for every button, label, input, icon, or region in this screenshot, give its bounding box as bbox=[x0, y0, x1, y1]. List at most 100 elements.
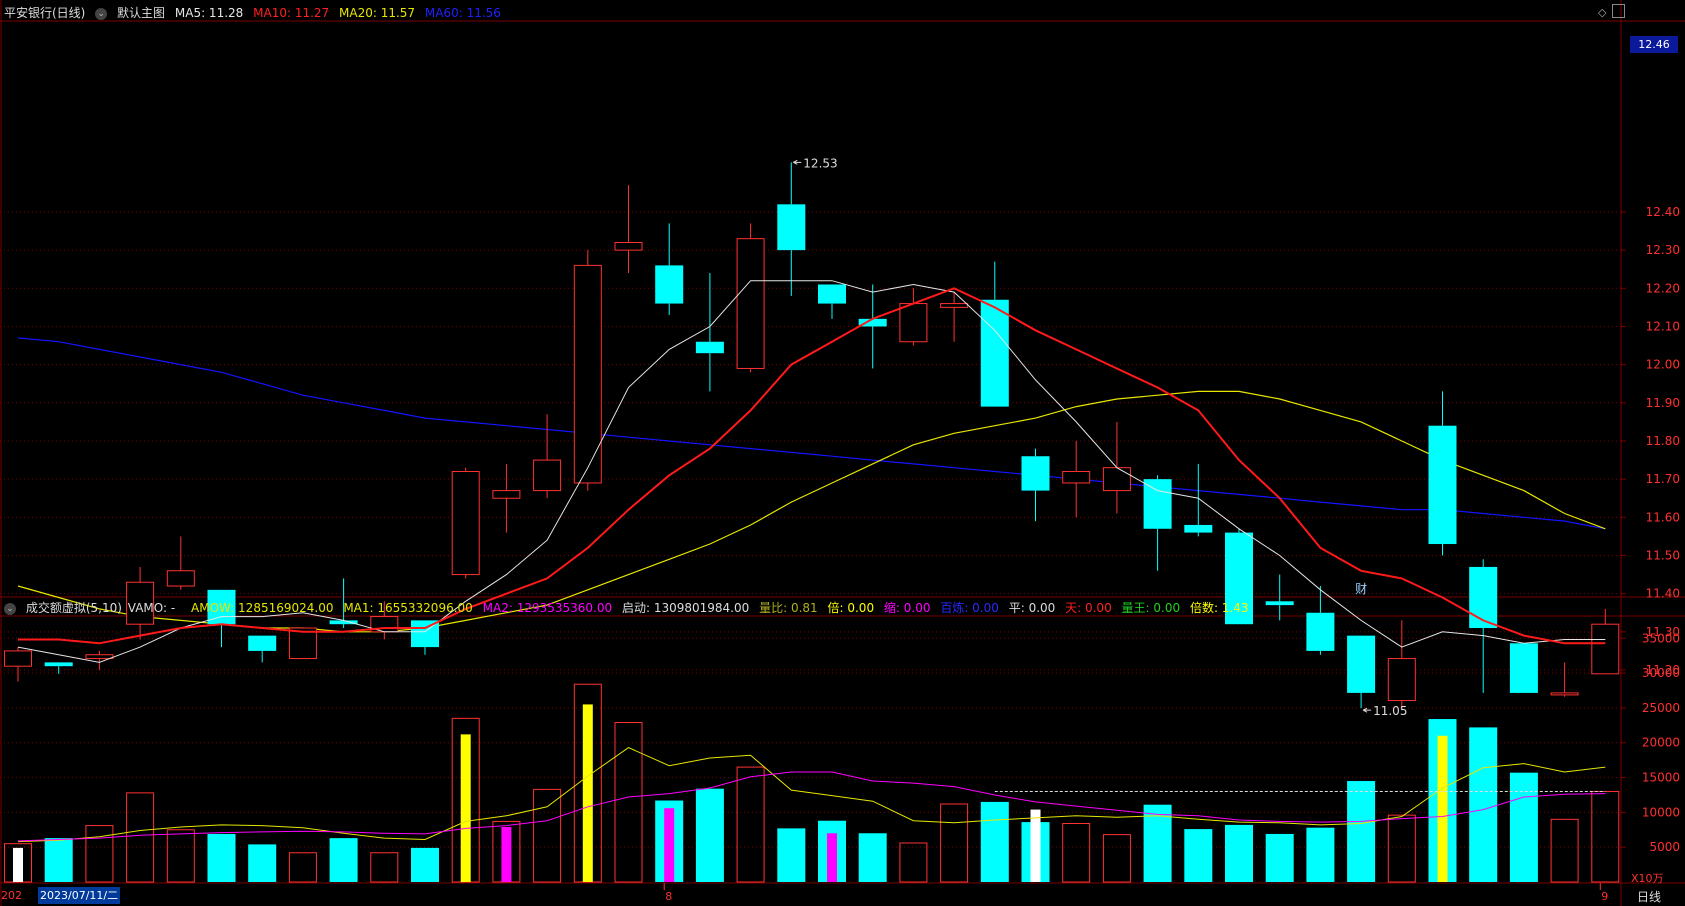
candle bbox=[655, 223, 684, 316]
window-toggle-icon[interactable] bbox=[1612, 4, 1625, 18]
candle bbox=[573, 250, 602, 491]
candle bbox=[1265, 574, 1294, 621]
volume-tick-label: 10000 bbox=[1642, 805, 1680, 819]
candle-body bbox=[818, 284, 846, 304]
ma10-line bbox=[18, 287, 1606, 645]
ma1-value: MA1: 1655332096.00 bbox=[343, 601, 473, 615]
ping-value: 平: 0.00 bbox=[1008, 601, 1056, 615]
candle-body bbox=[980, 299, 1009, 407]
chart-name[interactable]: 默认主图 bbox=[117, 6, 166, 20]
candle bbox=[207, 589, 236, 648]
volume-bar bbox=[248, 844, 277, 882]
candle-body bbox=[777, 204, 806, 251]
candle bbox=[1347, 635, 1376, 709]
period-label[interactable]: 日线 bbox=[1637, 890, 1662, 904]
volume-bar bbox=[1387, 814, 1416, 883]
volume-unit-label: X10万 bbox=[1631, 872, 1664, 885]
price-tick-label: 11.40 bbox=[1646, 587, 1680, 601]
candle bbox=[1225, 528, 1253, 625]
candle bbox=[736, 223, 765, 373]
candle-body bbox=[1306, 612, 1335, 651]
diamond-icon[interactable]: ◇ bbox=[1598, 6, 1607, 19]
candle bbox=[1387, 620, 1416, 709]
volume-bar bbox=[940, 803, 969, 883]
volume-signal-bar bbox=[1437, 735, 1448, 882]
tian-value: 天: 0.00 bbox=[1065, 601, 1112, 615]
ma2-value: MA2: 1293535360.00 bbox=[482, 601, 613, 615]
candle bbox=[451, 467, 480, 579]
max-arrow bbox=[793, 159, 802, 165]
candle-body bbox=[614, 241, 643, 251]
volume-tick-label: 35000 bbox=[1642, 631, 1680, 645]
volume-bar bbox=[126, 792, 155, 883]
candle-body bbox=[1591, 623, 1620, 675]
date-cursor-label: 2023/07/11/二 bbox=[38, 887, 121, 904]
candle-body bbox=[207, 589, 236, 625]
price-tick-label: 11.30 bbox=[1646, 625, 1680, 639]
volume-bar bbox=[1469, 727, 1498, 882]
indicator-name[interactable]: 成交额虚拟(5,10) bbox=[25, 601, 122, 615]
price-tick-label: 12.00 bbox=[1646, 358, 1680, 372]
candle bbox=[1509, 643, 1538, 693]
stock-title[interactable]: 平安银行(日线) bbox=[4, 6, 86, 20]
ma20-value: MA20: 11.57 bbox=[339, 6, 416, 20]
volume-signal-bar bbox=[664, 808, 675, 882]
price-tick-label: 12.40 bbox=[1646, 205, 1680, 219]
volume-bar bbox=[736, 766, 765, 883]
ma5-line bbox=[17, 280, 1606, 663]
candle-body bbox=[940, 303, 969, 308]
volume-bar bbox=[533, 788, 562, 883]
volume-bar bbox=[166, 829, 195, 883]
volume-signal-bar bbox=[827, 833, 837, 882]
month-label: 8 bbox=[665, 890, 672, 903]
candle bbox=[44, 662, 73, 674]
ma60-line bbox=[17, 337, 1606, 530]
volume-bar bbox=[85, 825, 114, 883]
candle-body bbox=[492, 490, 521, 499]
amow-value: AMOW: 1285169024.00 bbox=[191, 601, 334, 615]
volume-bar bbox=[614, 722, 643, 883]
candle-body bbox=[85, 654, 114, 660]
candle-body bbox=[695, 341, 724, 354]
price-tick-label: 11.90 bbox=[1646, 396, 1680, 410]
chevron-down-icon[interactable]: ⌄ bbox=[95, 7, 108, 20]
candle bbox=[777, 162, 806, 296]
ma10-value: MA10: 11.27 bbox=[253, 6, 330, 20]
candle-body bbox=[288, 627, 317, 660]
volume-bar bbox=[1265, 833, 1294, 882]
price-tick-label: 12.20 bbox=[1646, 281, 1680, 295]
candle bbox=[614, 185, 643, 274]
candle bbox=[85, 650, 114, 670]
volume-signal-bar bbox=[582, 704, 593, 882]
volume-bar bbox=[980, 801, 1009, 882]
candle-body bbox=[1062, 471, 1091, 484]
candle bbox=[1591, 608, 1620, 675]
candle-body bbox=[1184, 524, 1213, 533]
month-label: 9 bbox=[1601, 890, 1608, 903]
volume-bar bbox=[1306, 827, 1335, 882]
candle bbox=[248, 635, 277, 663]
ma60-value: MA60: 11.56 bbox=[424, 6, 501, 20]
candle bbox=[329, 578, 358, 629]
bei-value: 倍: 0.00 bbox=[827, 601, 875, 615]
chevron-down-icon[interactable]: ⌄ bbox=[4, 602, 16, 615]
candle-body bbox=[899, 303, 928, 343]
volume-signal-bar bbox=[13, 847, 23, 882]
volume-bar bbox=[1143, 804, 1172, 882]
candle bbox=[1143, 475, 1172, 571]
volume-bar bbox=[370, 852, 399, 883]
volume-signal-bar bbox=[501, 826, 512, 882]
volume-tick-label: 30000 bbox=[1642, 666, 1680, 680]
price-tick-label: 12.30 bbox=[1646, 243, 1680, 257]
candle-body bbox=[329, 620, 358, 625]
candle bbox=[4, 647, 32, 682]
volume-tick-label: 25000 bbox=[1642, 701, 1680, 715]
candle bbox=[288, 627, 317, 660]
candle-body bbox=[1387, 658, 1416, 702]
volume-tick-label: 15000 bbox=[1642, 771, 1680, 785]
vamo-value: VAMO: - bbox=[127, 601, 176, 615]
candle bbox=[533, 414, 562, 499]
volume-bar bbox=[1184, 829, 1213, 882]
